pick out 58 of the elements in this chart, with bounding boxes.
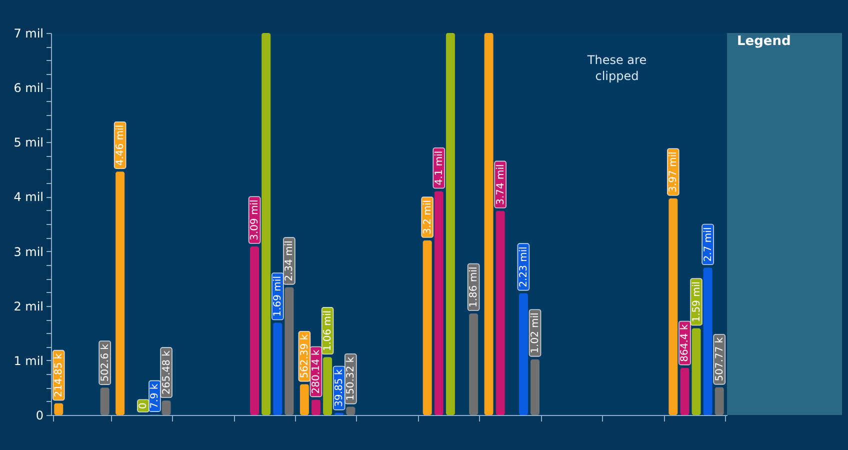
bar <box>469 313 478 415</box>
data-label: 864.4 k <box>680 324 691 362</box>
data-label: 214.85 k <box>54 353 65 398</box>
bar <box>518 293 528 415</box>
bar <box>284 287 294 415</box>
bar <box>484 33 494 415</box>
bar <box>250 246 260 415</box>
y-tick-label: 3 mil <box>14 244 44 259</box>
data-label: 2.23 mil <box>518 246 530 288</box>
data-label: 39.85 k <box>334 369 346 407</box>
bar <box>262 33 271 415</box>
y-tick-label: 7 mil <box>14 26 44 40</box>
data-label: 4.1 mil <box>434 150 445 186</box>
bar <box>273 322 282 415</box>
data-label: 7.9 k <box>150 383 161 409</box>
y-tick-label: 0 <box>36 408 44 422</box>
data-label: 2.7 mil <box>702 227 714 262</box>
data-label: 1.06 mil <box>322 310 334 352</box>
data-label: 562.39 k <box>299 334 310 378</box>
bar <box>54 403 64 415</box>
bar <box>300 384 309 415</box>
data-label: 150.32 k <box>346 356 357 401</box>
data-label: 3.09 mil <box>250 200 261 240</box>
data-label: 3.97 mil <box>668 152 680 192</box>
bar <box>496 210 505 415</box>
bar <box>714 387 724 415</box>
data-label: 1.86 mil <box>468 266 480 308</box>
y-tick-label: 5 mil <box>14 136 44 150</box>
bar <box>100 388 110 415</box>
bar <box>346 406 356 415</box>
data-label: 3.2 mil <box>422 200 434 234</box>
y-tick-label: 1 mil <box>14 354 44 368</box>
data-label: 265.48 k <box>161 350 172 395</box>
annotation: These are clipped <box>586 53 647 83</box>
bar <box>434 191 444 415</box>
data-label: 1.59 mil <box>691 281 702 322</box>
data-label: 1.02 mil <box>530 312 542 354</box>
bar <box>311 400 320 415</box>
data-label: 2.34 mil <box>284 240 296 282</box>
data-label: 3.74 mil <box>495 164 506 205</box>
text: Legend <box>737 34 791 49</box>
data-label: 0 <box>138 402 150 409</box>
data-label: 280.14 k <box>310 350 322 394</box>
bar <box>668 198 678 415</box>
data-label: 507.77 k <box>714 337 726 382</box>
y-tick-label: 6 mil <box>14 81 44 96</box>
data-label: 502.6 k <box>100 344 111 382</box>
data-label: 1.69 mil <box>272 276 284 317</box>
bar <box>680 368 690 415</box>
bar <box>422 240 432 415</box>
y-tick-label: 4 mil <box>14 190 44 204</box>
y-tick-label: 2 mil <box>14 299 44 314</box>
bar <box>116 172 125 415</box>
bar <box>692 328 701 415</box>
bar <box>446 33 455 415</box>
bar <box>703 268 712 415</box>
data-label: 4.46 mil <box>115 124 126 166</box>
bar <box>530 359 540 415</box>
